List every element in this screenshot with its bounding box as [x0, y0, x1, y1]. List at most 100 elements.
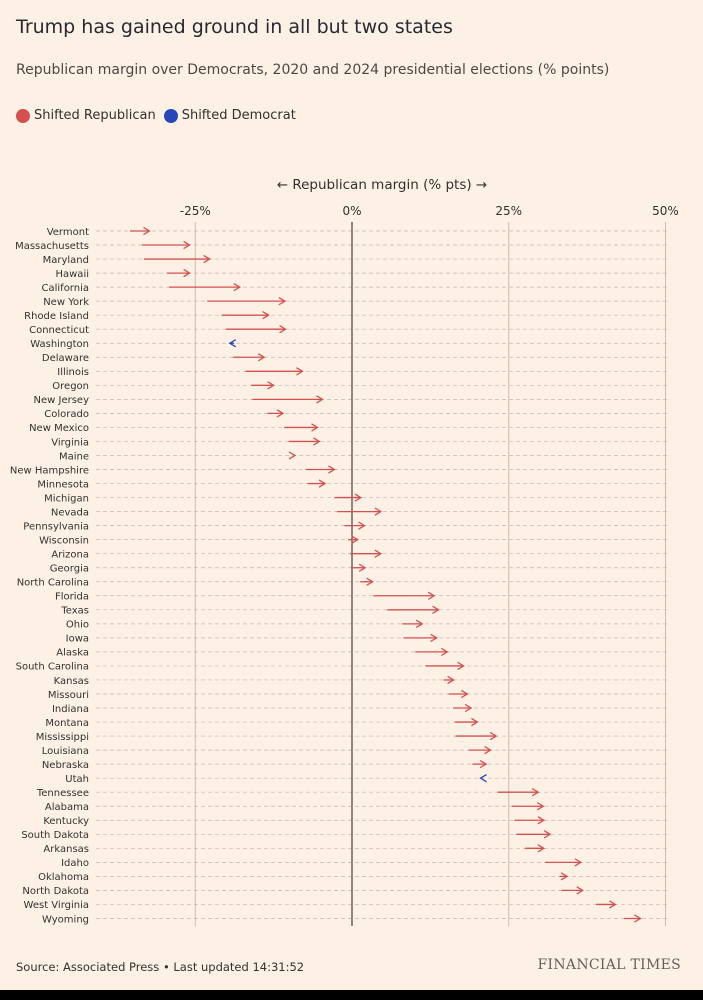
state-label: Nevada	[51, 507, 89, 518]
arrow-head	[311, 423, 319, 432]
arrow-head	[427, 591, 436, 600]
arrow-head	[267, 381, 275, 390]
legend-swatch-democrat	[163, 108, 178, 123]
state-label: Ohio	[66, 620, 89, 631]
state-label: New Jersey	[34, 395, 90, 406]
state-label: Oregon	[52, 381, 89, 392]
state-label: West Virginia	[24, 900, 89, 911]
state-label: Hawaii	[55, 269, 89, 280]
arrow-head	[609, 900, 617, 909]
arrow-head	[143, 226, 151, 236]
x-tick-label: -25%	[180, 204, 211, 218]
state-label: Nebraska	[42, 760, 89, 771]
state-label: Tennessee	[36, 788, 89, 799]
state-label: Virginia	[51, 437, 89, 448]
arrow-head	[634, 914, 642, 923]
axis-label: ← Republican margin (% pts) →	[277, 177, 487, 193]
legend-swatch-republican	[16, 108, 30, 123]
arrow-head	[543, 830, 552, 839]
state-label: Arizona	[51, 549, 89, 560]
brand-logo: FINANCIAL TIMES	[537, 957, 681, 973]
arrow-head	[489, 731, 498, 741]
state-label: Colorado	[44, 409, 89, 420]
state-label: New Hampshire	[10, 465, 89, 476]
state-label: Illinois	[57, 367, 89, 378]
legend: Shifted Republican Shifted Democrat	[16, 108, 304, 123]
arrow-head	[537, 816, 546, 825]
arrow-head	[296, 367, 304, 376]
arrow-head	[432, 605, 440, 614]
state-label: Washington	[30, 339, 89, 350]
arrow-head	[288, 451, 297, 460]
state-label: Georgia	[50, 564, 89, 575]
state-label: Massachusetts	[15, 241, 89, 252]
arrow-head	[537, 844, 546, 853]
arrow-head	[415, 619, 424, 628]
state-label: Utah	[65, 774, 89, 785]
arrow-head	[278, 296, 287, 306]
arrow-head	[313, 437, 321, 446]
legend-item-democrat: Shifted Democrat	[163, 108, 296, 123]
state-label: Mississippi	[36, 732, 89, 743]
state-label: South Dakota	[21, 830, 89, 841]
x-tick-label: 50%	[652, 204, 679, 218]
arrow-chart: ← Republican margin (% pts) → Vermont Mass…	[10, 177, 679, 926]
arrow-head	[531, 788, 540, 797]
legend-label-democrat: Shifted Democrat	[181, 108, 296, 123]
arrow-head	[366, 577, 374, 586]
arrow-head	[576, 886, 584, 895]
state-label: Indiana	[52, 704, 89, 715]
legend-item-republican: Shifted Republican	[16, 108, 156, 123]
arrow-head	[358, 563, 367, 572]
state-label: Alaska	[56, 648, 89, 659]
state-label: New York	[43, 297, 89, 308]
x-tick-label: 0%	[342, 204, 361, 218]
arrow-head	[233, 282, 242, 292]
state-label: Arkansas	[43, 844, 89, 855]
arrow-head	[440, 647, 449, 657]
source-note: Source: Associated Press • Last updated …	[16, 960, 305, 974]
arrow-head	[279, 325, 287, 334]
arrow-head	[464, 703, 473, 713]
arrow-head	[276, 409, 285, 418]
arrow-head	[479, 774, 487, 783]
state-label: Minnesota	[37, 479, 89, 490]
chart-title: Trump has gained ground in all but two s…	[16, 16, 453, 38]
state-label: Vermont	[47, 227, 89, 238]
state-label: California	[42, 283, 90, 294]
state-label: Pennsylvania	[23, 521, 89, 532]
arrow-head	[457, 661, 465, 671]
arrow-head	[374, 507, 383, 516]
arrow-head	[328, 465, 336, 474]
state-label: Louisiana	[42, 746, 89, 757]
state-label: Wyoming	[42, 914, 89, 925]
chart-subtitle: Republican margin over Democrats, 2020 a…	[16, 62, 610, 78]
arrow-head	[574, 858, 583, 867]
state-label: Florida	[55, 592, 89, 603]
state-label: Montana	[45, 718, 89, 729]
arrow-head	[257, 353, 266, 362]
state-label: North Carolina	[17, 578, 89, 589]
arrow-head	[479, 759, 488, 769]
state-label: Alabama	[45, 802, 89, 813]
legend-label-republican: Shifted Republican	[34, 108, 156, 123]
state-label: Michigan	[44, 493, 89, 504]
arrow-head	[536, 802, 545, 811]
arrow-head	[262, 311, 270, 320]
x-tick-label: 25%	[495, 204, 522, 218]
arrow-head	[430, 633, 438, 643]
arrow-head	[471, 717, 479, 727]
state-label: South Carolina	[16, 662, 89, 673]
state-label: Iowa	[66, 634, 89, 645]
state-label: Delaware	[42, 353, 89, 364]
arrow-head	[203, 254, 211, 264]
bottom-bar	[0, 990, 703, 1000]
state-label: Wisconsin	[39, 535, 89, 546]
state-label: Texas	[60, 606, 89, 617]
arrow-head	[354, 493, 363, 502]
state-label: Idaho	[61, 858, 89, 869]
state-label: Maine	[59, 451, 89, 462]
state-label: New Mexico	[29, 423, 89, 434]
arrow-head	[183, 240, 191, 250]
state-label: Maryland	[43, 255, 89, 266]
